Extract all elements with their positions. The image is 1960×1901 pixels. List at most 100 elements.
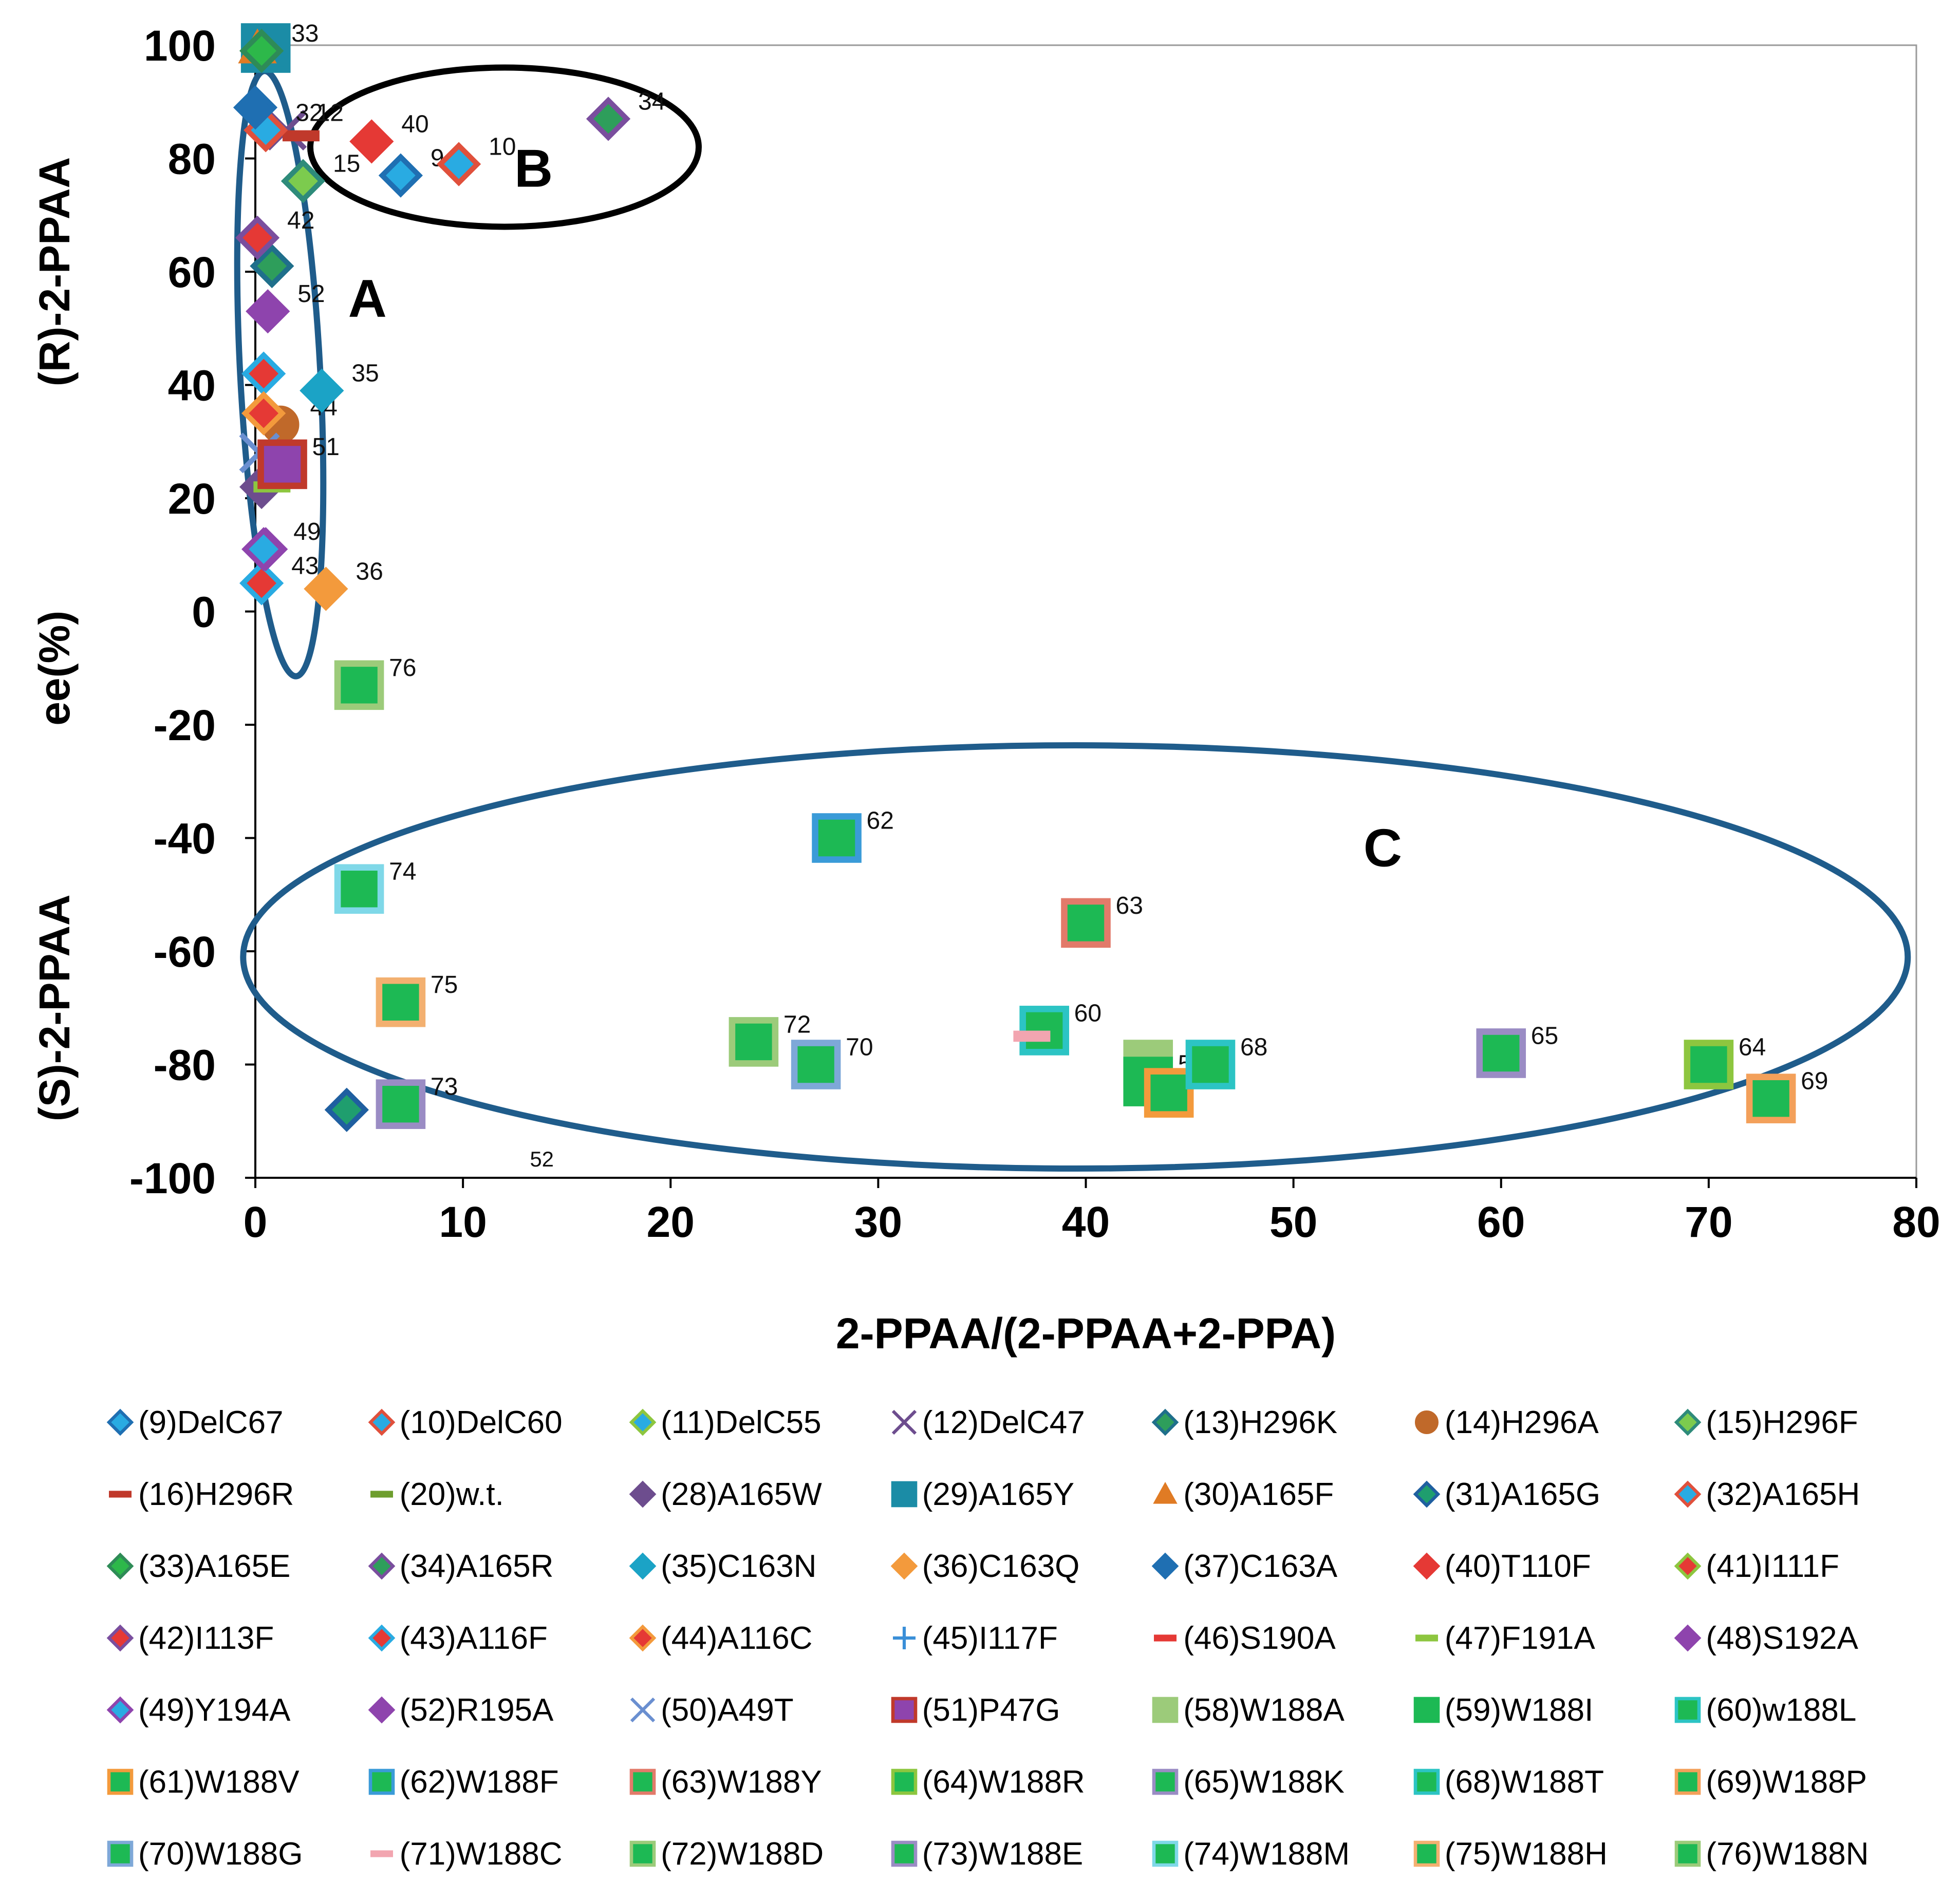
legend-item: (36)C163Q — [889, 1546, 1151, 1586]
y-tick-label: -20 — [154, 701, 216, 749]
legend-item: (48)S192A — [1673, 1618, 1934, 1658]
point--10-delc60 — [436, 142, 481, 186]
legend-item: (68)W188T — [1412, 1762, 1673, 1802]
legend-marker — [368, 1696, 395, 1724]
legend-marker — [106, 1552, 134, 1580]
group-ellipses: A B C — [234, 64, 1911, 1172]
legend-marker — [891, 1409, 917, 1435]
legend-item: (46)S190A — [1150, 1618, 1412, 1658]
point--35-c163n — [300, 368, 344, 413]
legend-item: (30)A165F — [1150, 1474, 1412, 1514]
legend-item: (11)DelC55 — [628, 1402, 889, 1442]
legend-item: (29)A165Y — [889, 1474, 1151, 1514]
y-tick-label: 40 — [168, 362, 216, 410]
point--43-a116f — [241, 351, 286, 396]
point--43-a116f — [239, 561, 284, 606]
legend-item: (12)DelC47 — [889, 1402, 1151, 1442]
point-label: 76 — [389, 654, 416, 682]
point--34-a165r — [586, 97, 631, 141]
point-label: 10 — [489, 134, 516, 161]
point-label: 12 — [316, 99, 344, 126]
legend-label: (32)A165H — [1706, 1476, 1860, 1512]
legend-marker-icon — [629, 1624, 657, 1652]
point-label: 33 — [291, 20, 319, 47]
legend-item: (51)P47G — [889, 1690, 1151, 1730]
legend-label: (28)A165W — [661, 1476, 822, 1512]
legend: (9)DelC67 (10)DelC60 (11)DelC55 (12)DelC47 (… — [105, 1402, 1934, 1874]
legend-marker — [1414, 1410, 1439, 1434]
legend-label: (34)A165R — [399, 1548, 554, 1584]
y-tick-label: -80 — [154, 1041, 216, 1089]
legend-marker — [629, 1768, 656, 1795]
legend-marker-icon — [1151, 1408, 1179, 1436]
point-label: 68 — [1240, 1034, 1267, 1061]
point-label: 43 — [291, 552, 319, 579]
legend-marker-icon — [1675, 1840, 1701, 1867]
legend-label: (51)P47G — [922, 1692, 1060, 1728]
point--73-w188e — [376, 1079, 426, 1129]
legend-marker — [368, 1768, 395, 1795]
x-tick-label: 20 — [647, 1198, 695, 1246]
legend-item: (45)I117F — [889, 1618, 1151, 1658]
point-label: 35 — [351, 360, 379, 387]
point-label: 42 — [287, 207, 314, 234]
legend-marker — [629, 1552, 657, 1580]
legend-marker — [368, 1408, 395, 1436]
legend-label: (72)W188D — [661, 1836, 824, 1872]
point-label: 15 — [333, 150, 360, 178]
legend-marker-icon — [891, 1481, 918, 1508]
legend-marker — [891, 1768, 918, 1795]
y-tick-label: 20 — [168, 475, 216, 523]
legend-marker — [370, 1491, 393, 1498]
point--69-w188p — [1746, 1074, 1796, 1123]
legend-marker-icon — [107, 1840, 134, 1867]
legend-label: (20)w.t. — [399, 1476, 504, 1512]
legend-marker — [1413, 1552, 1441, 1580]
legend-item: (44)A116C — [628, 1618, 889, 1658]
point-label: 72 — [783, 1011, 811, 1038]
legend-label: (15)H296F — [1706, 1404, 1858, 1440]
legend-label: (16)H296R — [138, 1476, 294, 1512]
legend-label: (37)C163A — [1183, 1548, 1338, 1584]
legend-marker — [370, 1850, 393, 1857]
legend-marker-icon — [370, 1850, 393, 1857]
point--9-delc67 — [378, 153, 423, 198]
legend-item: (76)W188N — [1673, 1834, 1934, 1874]
legend-marker-icon — [368, 1696, 395, 1724]
legend-marker-icon — [368, 1768, 395, 1795]
legend-marker — [1151, 1408, 1179, 1436]
axes: 0 10 20 30 40 50 60 70 80 100 80 60 40 20 0 -20 -40 -60 -8… — [30, 22, 1940, 1358]
legend-marker — [107, 1840, 134, 1867]
legend-label: (31)A165G — [1444, 1476, 1601, 1512]
legend-item: (15)H296F — [1673, 1402, 1934, 1442]
legend-item: (35)C163N — [628, 1546, 889, 1586]
point-label: 40 — [401, 110, 428, 138]
legend-marker — [109, 1491, 132, 1498]
legend-item: (59)W188I — [1412, 1690, 1673, 1730]
legend-marker-icon — [1414, 1410, 1439, 1434]
legend-marker-icon — [1674, 1552, 1702, 1580]
legend-marker-icon — [890, 1552, 918, 1580]
legend-marker-icon — [630, 1697, 656, 1723]
point--37-c163a — [233, 85, 278, 130]
point--44-a116c — [241, 391, 286, 436]
legend-label: (50)A49T — [661, 1692, 794, 1728]
legend-marker-icon — [106, 1552, 134, 1580]
legend-label: (65)W188K — [1183, 1764, 1345, 1800]
legend-item: (28)A165W — [628, 1474, 889, 1514]
legend-marker — [106, 1624, 134, 1652]
legend-item: (72)W188D — [628, 1834, 889, 1874]
legend-marker-icon — [106, 1696, 134, 1724]
legend-item: (62)W188F — [367, 1762, 628, 1802]
x-tick-label: 80 — [1892, 1198, 1940, 1246]
legend-marker — [1674, 1624, 1702, 1652]
group-label-a: A — [348, 269, 387, 329]
legend-marker — [1675, 1697, 1701, 1723]
legend-marker-icon — [106, 1408, 134, 1436]
legend-marker-icon — [1674, 1480, 1702, 1508]
legend-marker — [892, 1627, 916, 1649]
point-label: 75 — [431, 971, 458, 999]
point--71-w188c — [1013, 1030, 1051, 1042]
legend-label: (33)A165E — [138, 1548, 291, 1584]
